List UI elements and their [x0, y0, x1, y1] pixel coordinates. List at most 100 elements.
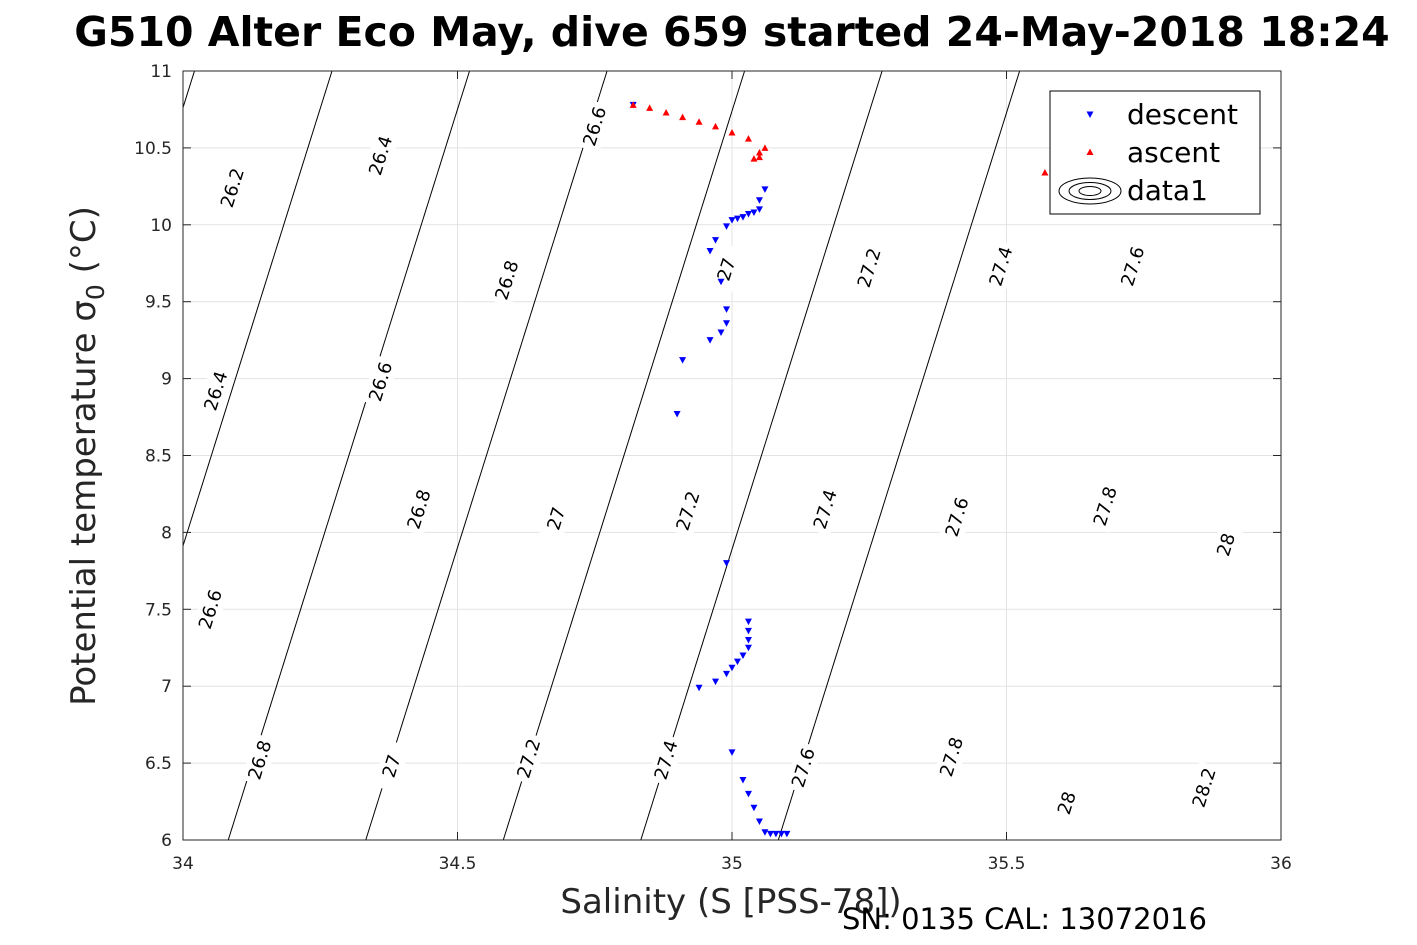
x-axis-label: Salinity (S [PSS-78])	[560, 882, 901, 922]
descent-point	[755, 197, 763, 204]
contour-label: 26.4	[362, 129, 400, 183]
contour-label-background	[1207, 518, 1245, 572]
contour-label: 27.4	[647, 733, 685, 787]
descent-point	[755, 818, 763, 826]
y-axis-label-subscript: 0	[81, 284, 110, 300]
contour-label: 27.2	[669, 484, 707, 538]
contour-label: 26.8	[241, 733, 279, 787]
contour-label-background	[982, 239, 1020, 293]
contour-label-background	[1185, 761, 1223, 815]
y-axis-label-main: Potential temperature σ	[64, 300, 104, 706]
y-tick-label: 6	[161, 831, 172, 851]
contour-label: 26.8	[400, 482, 438, 536]
descent-point	[739, 214, 747, 221]
x-tick-label: 34	[172, 854, 194, 874]
descent-point	[750, 209, 758, 216]
descent-point	[744, 790, 752, 798]
descent-point	[728, 664, 736, 672]
chart-title: G510 Alter Eco May, dive 659 started 24-…	[74, 8, 1389, 56]
contour-label-background	[197, 364, 235, 418]
contour-label-background	[191, 582, 230, 636]
contour-label-background	[213, 161, 252, 215]
contour-label: 27.6	[1114, 239, 1152, 293]
data-points	[629, 101, 1049, 838]
y-tick-labels: 6 6.5 7 7.5 8 8.5 9 9.5 10 10.5 11	[134, 62, 172, 851]
descent-point	[739, 777, 747, 784]
descent-point	[744, 211, 752, 218]
density-contours	[182, 70, 1021, 841]
descent-point	[706, 337, 714, 344]
y-tick-label: 6.5	[145, 754, 172, 774]
contour-label-background	[669, 484, 707, 538]
descent-point	[723, 670, 731, 678]
descent-point	[723, 320, 731, 327]
descent-point	[728, 217, 736, 224]
ascent-point	[712, 122, 720, 130]
y-tick-label: 8	[161, 523, 172, 543]
density-contour-28	[640, 70, 883, 841]
y-tick-label: 11	[150, 62, 172, 82]
descent-point	[673, 410, 681, 418]
density-contour-27.4	[227, 70, 471, 841]
descent-point	[744, 644, 752, 652]
ascent-point	[728, 129, 736, 136]
contour-label-background	[537, 492, 575, 546]
descent-point	[723, 306, 731, 313]
descent-point	[679, 357, 687, 364]
legend-descent-marker	[1086, 111, 1094, 118]
contour-label-background	[707, 242, 746, 296]
contour-label: 26.8	[488, 253, 526, 307]
ascent-point	[646, 104, 654, 111]
ascent-point	[679, 113, 687, 121]
descent-point	[766, 830, 774, 838]
y-axis-label-unit: (°C)	[64, 206, 104, 284]
contour-label-background	[806, 482, 844, 536]
descent-point	[772, 830, 780, 838]
contour-label-background	[362, 129, 400, 183]
descent-point	[706, 247, 714, 255]
contour-label-background	[1086, 479, 1124, 533]
contour-label: 26.2	[213, 161, 252, 215]
contour-label-background	[576, 99, 614, 153]
ascent-point	[755, 153, 763, 161]
contour-label: 28.2	[1185, 761, 1223, 815]
legend-data1-label: data1	[1127, 174, 1208, 207]
contour-label: 27.2	[850, 241, 888, 295]
contour-label: 27.8	[1086, 479, 1124, 533]
y-tick-label: 7	[161, 677, 172, 697]
descent-point	[695, 684, 703, 692]
x-tick-label: 34.5	[439, 854, 477, 874]
ascent-point	[629, 101, 637, 108]
descent-point	[777, 830, 785, 838]
y-tick-label: 9	[161, 370, 172, 390]
density-contour-27.6	[365, 70, 608, 841]
ascent-point	[755, 149, 763, 156]
descent-point	[733, 215, 741, 223]
x-tick-labels: 34 34.5 35 35.5 36	[172, 854, 1292, 874]
y-tick-label: 7.5	[145, 600, 172, 620]
descent-point	[728, 749, 736, 756]
descent-point	[744, 618, 752, 626]
contour-label-background	[372, 739, 411, 793]
descent-point	[712, 678, 720, 686]
legend-box	[1049, 90, 1261, 215]
y-tick-label: 10	[150, 216, 172, 236]
descent-point	[717, 278, 725, 286]
footer-serial-calibration: SN: 0135 CAL: 13072016	[842, 902, 1207, 936]
contour-label: 28	[1048, 776, 1086, 830]
descent-point	[723, 560, 731, 567]
plot-axes	[182, 70, 1282, 841]
contour-label-background	[488, 253, 526, 307]
x-tick-label: 35	[721, 854, 743, 874]
descent-point	[783, 830, 791, 838]
contour-label-background	[1114, 239, 1152, 293]
descent-point	[744, 627, 752, 635]
contour-label-background	[241, 733, 279, 787]
legend-ascent-label: ascent	[1127, 136, 1220, 169]
descent-point	[744, 637, 752, 644]
contour-label-background	[932, 730, 971, 784]
ascent-point	[695, 118, 703, 125]
y-tick-label: 9.5	[145, 293, 172, 313]
descent-point	[712, 237, 720, 244]
